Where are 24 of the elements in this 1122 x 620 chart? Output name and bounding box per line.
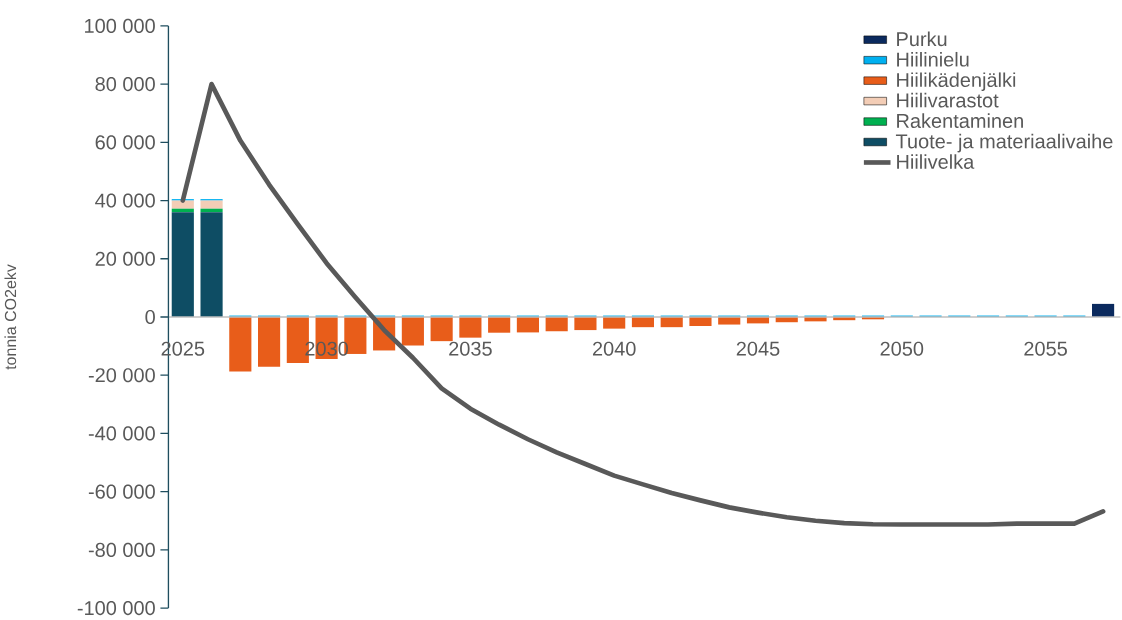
y-tick-label: -20 000 — [88, 368, 155, 383]
legend-label: Purku — [897, 31, 947, 47]
legend-label: Hiilivarastot — [897, 93, 999, 108]
y-tick-label: -40 000 — [88, 426, 155, 441]
legend-label: Hiilinielu — [897, 52, 969, 67]
y-tick-label: 80 000 — [95, 77, 155, 92]
y-tick-label: 40 000 — [95, 193, 155, 208]
y-axis-title: tonnia CO2ekv — [4, 264, 17, 370]
legend-label: Tuote- ja materiaalivaihe — [895, 133, 1113, 153]
y-tick-label: -60 000 — [88, 484, 155, 499]
y-tick-label: 100 000 — [85, 19, 155, 34]
x-tick-label: 2035 — [449, 341, 492, 356]
y-tick-label: 60 000 — [95, 135, 155, 150]
x-tick-label: 2045 — [736, 341, 780, 356]
y-tick-label: 0 — [145, 310, 155, 325]
legend-label: Hiilivelka — [897, 154, 975, 170]
x-tick-label: 2055 — [1024, 341, 1067, 356]
x-tick-label: 2050 — [880, 341, 924, 356]
legend-label: Hiilikädenjälki — [897, 72, 1016, 92]
y-tick-label: -80 000 — [88, 543, 155, 558]
legend-label: Rakentaminen — [897, 113, 1023, 129]
y-tick-label: -100 000 — [77, 601, 155, 616]
y-tick-label: 20 000 — [95, 251, 155, 267]
x-tick-label: 2040 — [592, 341, 636, 356]
